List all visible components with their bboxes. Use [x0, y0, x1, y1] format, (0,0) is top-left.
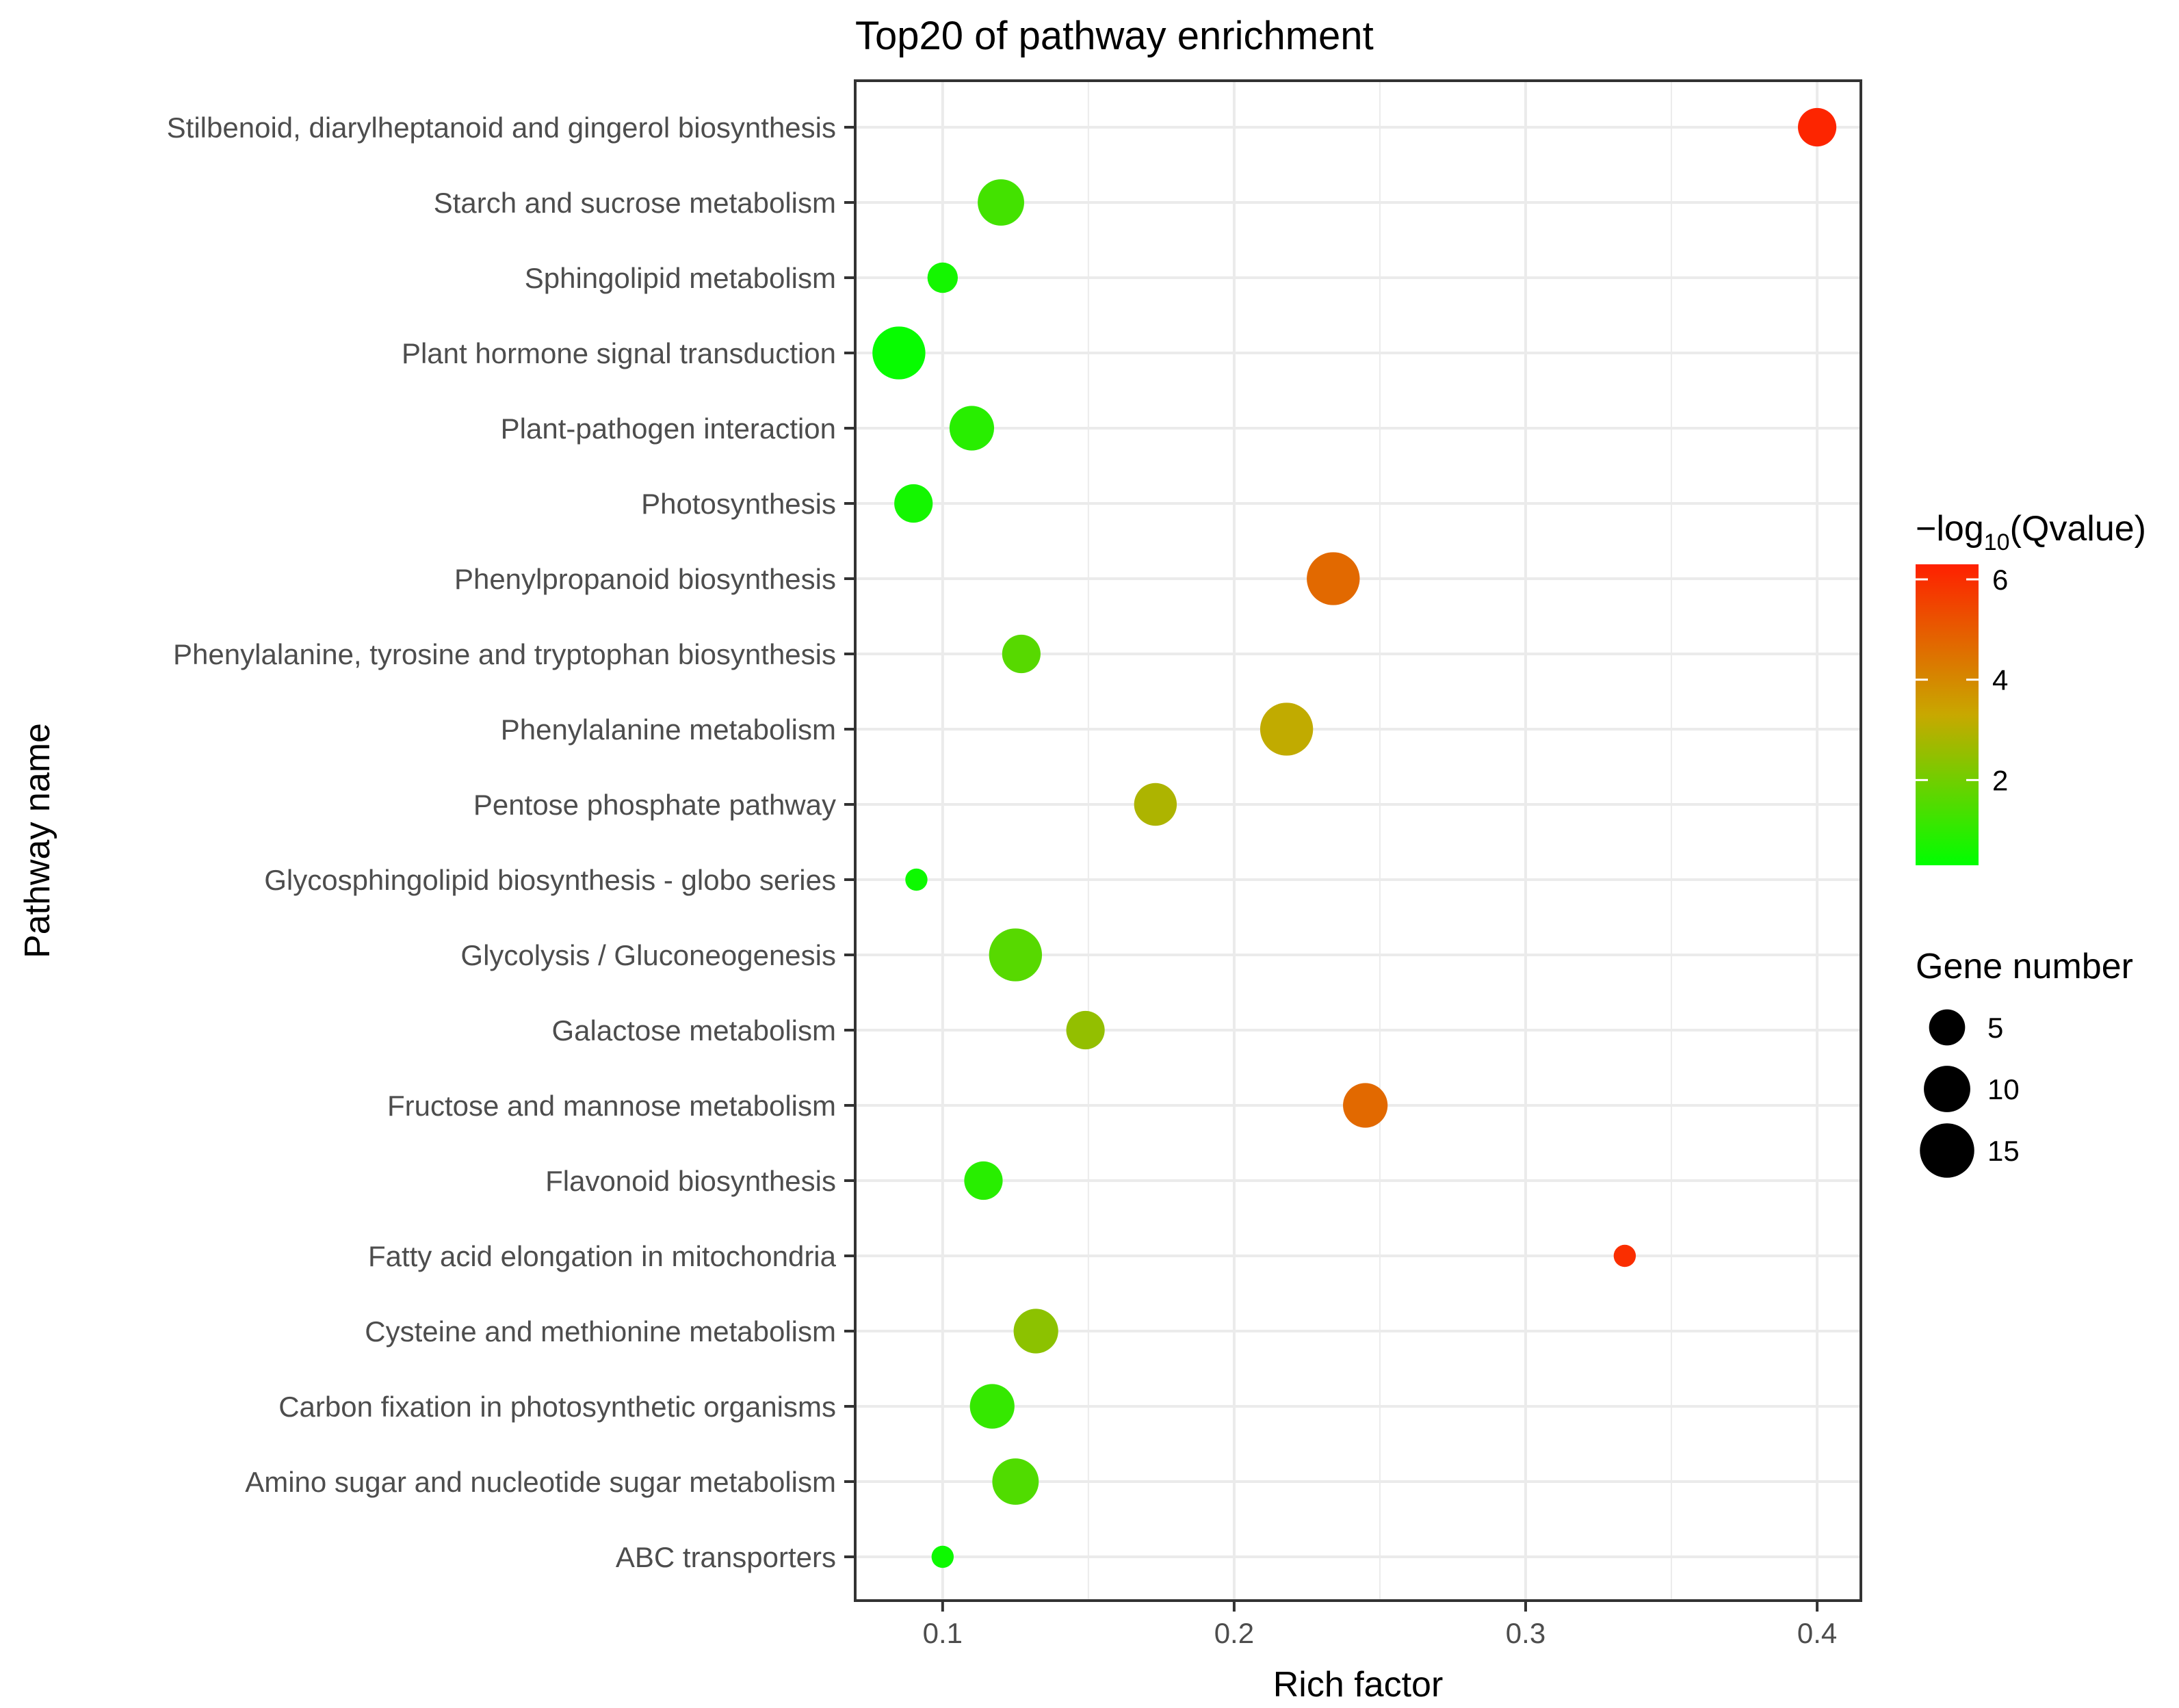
data-point: [872, 326, 926, 380]
color-legend-title: −log10(Qvalue): [1916, 509, 2146, 555]
y-tick-label: Flavonoid biosynthesis: [545, 1165, 836, 1197]
data-point: [1613, 1244, 1636, 1267]
data-point: [969, 1384, 1015, 1429]
color-legend-ticks: 2 4 6: [1916, 564, 2008, 796]
data-point: [905, 868, 928, 891]
data-points: [872, 107, 1837, 1568]
data-point: [989, 928, 1043, 982]
color-legend-tick-label: 2: [1992, 764, 2008, 796]
data-point: [931, 1545, 954, 1568]
data-point: [1343, 1083, 1388, 1128]
data-point: [1002, 634, 1041, 674]
data-point: [894, 484, 933, 523]
x-tick-label: 0.1: [923, 1617, 963, 1649]
x-tick-label: 0.3: [1506, 1617, 1545, 1649]
data-point: [1260, 702, 1314, 756]
y-tick-label: Plant-pathogen interaction: [501, 412, 836, 445]
y-tick-label: Cysteine and methionine metabolism: [365, 1315, 836, 1348]
color-legend: −log10(Qvalue) 2 4 6: [1916, 509, 2146, 865]
color-legend-title-suffix: (Qvalue): [2010, 509, 2146, 549]
size-legend-dot: [1920, 1123, 1974, 1178]
size-legend-dot: [1924, 1066, 1970, 1112]
color-legend-tick-label: 6: [1992, 564, 2008, 596]
y-tick-label: Stilbenoid, diarylheptanoid and gingerol…: [167, 111, 836, 144]
data-point: [1013, 1309, 1058, 1354]
y-tick-label: Phenylpropanoid biosynthesis: [454, 563, 836, 595]
data-point: [927, 262, 958, 293]
color-legend-title-prefix: −log: [1916, 509, 1984, 549]
axis-ticks: [844, 126, 1819, 1612]
data-point: [964, 1161, 1003, 1200]
y-tick-label: Phenylalanine, tyrosine and tryptophan b…: [173, 638, 836, 670]
y-tick-label: Sphingolipid metabolism: [525, 262, 836, 294]
y-tick-label: Fatty acid elongation in mitochondria: [368, 1240, 837, 1272]
y-tick-label: Glycosphingolipid biosynthesis - globo s…: [264, 864, 836, 896]
size-legend-label: 5: [1987, 1012, 2003, 1044]
color-legend-bar: [1916, 564, 1979, 865]
y-tick-label: Amino sugar and nucleotide sugar metabol…: [245, 1466, 836, 1498]
y-tick-label: Photosynthesis: [641, 488, 836, 520]
plot-panel-border: [854, 79, 1862, 1602]
y-tick-label: ABC transporters: [616, 1541, 836, 1573]
chart-title: Top20 of pathway enrichment: [855, 14, 1374, 58]
x-tick-label: 0.4: [1797, 1617, 1837, 1649]
data-point: [992, 1458, 1039, 1505]
size-legend-label: 15: [1987, 1135, 2020, 1167]
data-point: [1066, 1010, 1105, 1050]
data-point: [1307, 552, 1360, 605]
y-tick-label: Pentose phosphate pathway: [473, 789, 836, 821]
y-tick-label: Fructose and mannose metabolism: [387, 1090, 836, 1122]
y-tick-label: Phenylalanine metabolism: [501, 713, 836, 746]
color-legend-title-subscript: 10: [1984, 529, 2010, 555]
size-legend-title: Gene number: [1916, 947, 2133, 986]
y-tick-label: Glycolysis / Gluconeogenesis: [460, 939, 836, 971]
x-axis-title: Rich factor: [1273, 1665, 1444, 1705]
grid-lines: [855, 81, 1861, 1601]
y-tick-label: Galactose metabolism: [551, 1014, 836, 1047]
y-tick-label: Starch and sucrose metabolism: [434, 187, 836, 219]
x-tick-label: 0.2: [1214, 1617, 1254, 1649]
data-point: [949, 406, 995, 451]
y-axis-title: Pathway name: [18, 723, 57, 958]
y-tick-label: Plant hormone signal transduction: [402, 337, 836, 369]
y-tick-label: Carbon fixation in photosynthetic organi…: [278, 1391, 836, 1423]
size-legend-dot: [1929, 1009, 1966, 1046]
x-axis-tick-labels: 0.1 0.2 0.3 0.4: [923, 1617, 1838, 1649]
y-axis-category-labels: Stilbenoid, diarylheptanoid and gingerol…: [167, 111, 837, 1573]
data-point: [978, 179, 1024, 226]
size-legend-label: 10: [1987, 1073, 2020, 1105]
size-legend: Gene number 5 10 15: [1916, 947, 2133, 1178]
color-legend-tick-label: 4: [1992, 664, 2008, 696]
data-point: [1134, 783, 1177, 826]
size-legend-items: 5 10 15: [1920, 1009, 2020, 1178]
data-point: [1798, 107, 1837, 147]
